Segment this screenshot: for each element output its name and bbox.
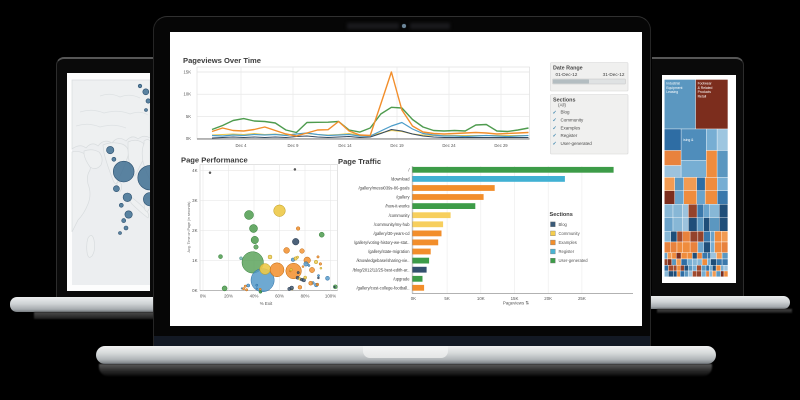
svg-text:Community: Community — [561, 118, 585, 123]
svg-text:1K: 1K — [192, 258, 197, 263]
svg-text:/community/my-hub: /community/my-hub — [374, 222, 410, 227]
svg-text:4K: 4K — [192, 168, 197, 173]
svg-text:Date Range: Date Range — [553, 66, 583, 72]
svg-text:/gallery/messi039s-86-goals: /gallery/messi039s-86-goals — [359, 186, 410, 191]
svg-text:Sections: Sections — [553, 98, 575, 104]
svg-text:Examples: Examples — [561, 125, 582, 130]
svg-text:40%: 40% — [250, 294, 259, 299]
svg-text:(All): (All) — [558, 103, 566, 108]
svg-text:Register: Register — [559, 249, 575, 254]
svg-text:Footwear: Footwear — [697, 81, 712, 85]
svg-text:2K: 2K — [192, 228, 197, 233]
svg-text:5K: 5K — [444, 296, 449, 301]
svg-text:Register: Register — [561, 133, 578, 138]
svg-text:/blog/2012/12/25-best-edith-ar: /blog/2012/12/25-best-edith-ar.. — [353, 267, 410, 272]
svg-text:Dec 29: Dec 29 — [494, 143, 508, 148]
svg-text:✓: ✓ — [553, 141, 557, 147]
svg-text:✓: ✓ — [553, 125, 557, 131]
svg-text:& Related: & Related — [697, 86, 712, 90]
svg-text:/gallery/voting-history-we-sta: /gallery/voting-history-we-stat.. — [354, 240, 410, 245]
svg-text:Blog: Blog — [561, 110, 571, 115]
svg-text:Page Performance: Page Performance — [181, 156, 248, 165]
svg-text:Dec 19: Dec 19 — [390, 143, 404, 148]
svg-text:20K: 20K — [544, 296, 552, 301]
svg-text:/: / — [408, 167, 410, 172]
svg-text:Pageviews ⇅: Pageviews ⇅ — [503, 301, 529, 306]
svg-text:Page Traffic: Page Traffic — [338, 157, 381, 166]
svg-text:% Exit: % Exit — [260, 301, 273, 306]
svg-text:Community: Community — [559, 231, 581, 236]
svg-text:25K: 25K — [578, 296, 586, 301]
svg-text:Dec 24: Dec 24 — [442, 143, 456, 148]
svg-text:Dec 14: Dec 14 — [338, 143, 352, 148]
svg-text:✓: ✓ — [553, 118, 557, 124]
svg-text:100%: 100% — [325, 294, 336, 299]
svg-text:15K: 15K — [511, 296, 519, 301]
svg-text:Sections: Sections — [550, 212, 573, 218]
svg-text:0K: 0K — [186, 136, 191, 141]
svg-text:20%: 20% — [224, 294, 233, 299]
svg-text:/download: /download — [391, 177, 410, 182]
svg-text:✓: ✓ — [553, 110, 557, 116]
svg-text:Blog: Blog — [559, 222, 568, 227]
svg-text:Dec 9: Dec 9 — [288, 143, 300, 148]
svg-text:31-Dec-12: 31-Dec-12 — [603, 72, 625, 77]
svg-text:Retail: Retail — [697, 94, 706, 98]
svg-text:80%: 80% — [301, 294, 310, 299]
svg-text:3K: 3K — [192, 198, 197, 203]
svg-text:User-generated: User-generated — [559, 258, 589, 263]
svg-text:Equipment: Equipment — [666, 86, 682, 90]
svg-text:Dec 4: Dec 4 — [236, 143, 248, 148]
svg-text:0K: 0K — [411, 296, 416, 301]
svg-text:/upgrade: /upgrade — [393, 276, 410, 281]
svg-text:Leasing: Leasing — [666, 90, 678, 94]
svg-text:/gallery/state-migration: /gallery/state-migration — [368, 249, 410, 254]
svg-text:0%: 0% — [200, 294, 206, 299]
svg-text:0K: 0K — [192, 288, 197, 293]
svg-text:ising &: ising & — [683, 138, 694, 142]
svg-text:Examples: Examples — [559, 240, 577, 245]
svg-text:15K: 15K — [184, 70, 192, 75]
svg-text:Products: Products — [697, 90, 711, 94]
svg-text:10K: 10K — [477, 296, 485, 301]
svg-text:5K: 5K — [186, 114, 191, 119]
svg-text:User-generated: User-generated — [561, 141, 593, 146]
svg-text:/community: /community — [389, 213, 411, 218]
svg-text:Pageviews Over Time: Pageviews Over Time — [183, 56, 261, 65]
svg-text:/gallery/cost-college-football: /gallery/cost-college-football.. — [356, 285, 409, 290]
svg-text:/gallery: /gallery — [396, 195, 410, 200]
svg-text:/knowledgebase/sharing-vie..: /knowledgebase/sharing-vie.. — [356, 258, 409, 263]
svg-text:Industrial: Industrial — [666, 81, 680, 85]
svg-text:/gallery/30-years-cd: /gallery/30-years-cd — [374, 231, 411, 236]
svg-text:60%: 60% — [275, 294, 284, 299]
svg-text:Avg. Time on Page (in seconds): Avg. Time on Page (in seconds) — [187, 202, 191, 253]
svg-text:10K: 10K — [184, 92, 192, 97]
svg-text:01-Dec-12: 01-Dec-12 — [556, 72, 578, 77]
svg-text:/how-it-works: /how-it-works — [385, 204, 409, 209]
svg-text:✓: ✓ — [553, 133, 557, 139]
